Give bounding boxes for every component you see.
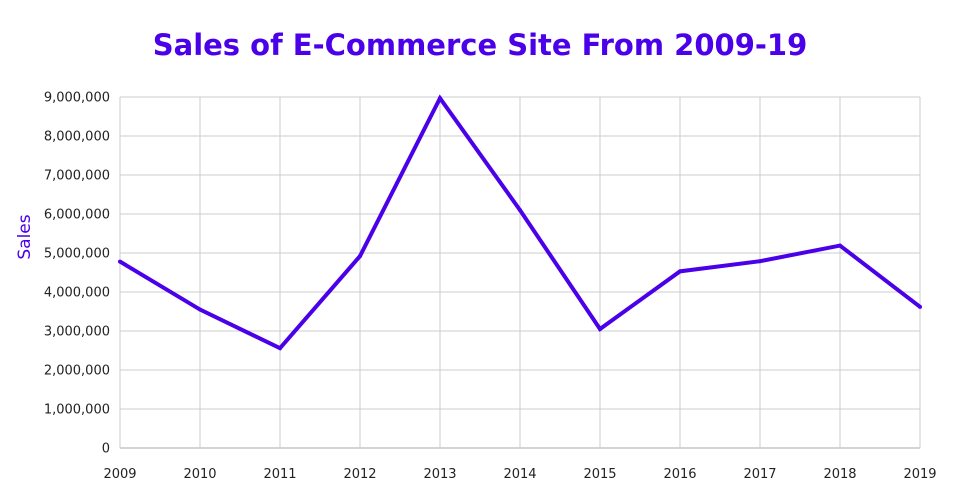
grid-lines — [119, 96, 921, 449]
x-tick-label: 2019 — [903, 467, 936, 482]
x-tick-label: 2017 — [743, 467, 776, 482]
y-tick-label: 1,000,000 — [44, 403, 110, 418]
y-tick-label: 8,000,000 — [44, 130, 110, 145]
y-tick-label: 0 — [102, 442, 110, 457]
x-tick-label: 2015 — [583, 467, 616, 482]
x-tick-label: 2013 — [423, 467, 456, 482]
data-point-2019 — [918, 304, 922, 309]
y-axis-label: Sales — [15, 214, 35, 259]
x-tick-label: 2016 — [663, 467, 696, 482]
x-tick-label: 2014 — [503, 467, 536, 482]
x-tick-labels: 2009 2010 2011 2012 2013 2014 2015 2016 2017 2018… — [103, 467, 936, 482]
x-tick-label: 2018 — [823, 467, 856, 482]
y-tick-label: 3,000,000 — [44, 325, 110, 340]
y-tick-label: 2,000,000 — [44, 364, 110, 379]
data-point-2016 — [678, 269, 682, 274]
data-point-2011 — [278, 346, 282, 351]
series-group — [118, 94, 922, 351]
data-point-2014 — [518, 208, 522, 213]
y-tick-label: 7,000,000 — [44, 169, 110, 184]
data-point-2010 — [198, 307, 202, 312]
data-point-2009 — [118, 259, 122, 264]
x-tick-label: 2011 — [263, 467, 296, 482]
y-tick-labels: 0 1,000,000 2,000,000 3,000,000 4,000,000 5,0… — [44, 91, 110, 457]
y-tick-label: 4,000,000 — [44, 286, 110, 301]
chart-title: Sales of E-Commerce Site From 2009-19 — [153, 28, 808, 62]
x-tick-label: 2010 — [183, 467, 216, 482]
x-tick-label: 2012 — [343, 467, 376, 482]
data-point-2015 — [598, 327, 602, 332]
data-point-2012 — [358, 254, 362, 259]
x-tick-label: 2009 — [103, 467, 136, 482]
y-tick-label: 9,000,000 — [44, 91, 110, 106]
y-tick-label: 5,000,000 — [44, 247, 110, 262]
data-point-2017 — [758, 259, 762, 264]
data-point-2018 — [838, 243, 842, 248]
data-point-2013 — [438, 96, 442, 101]
y-tick-label: 6,000,000 — [44, 208, 110, 223]
